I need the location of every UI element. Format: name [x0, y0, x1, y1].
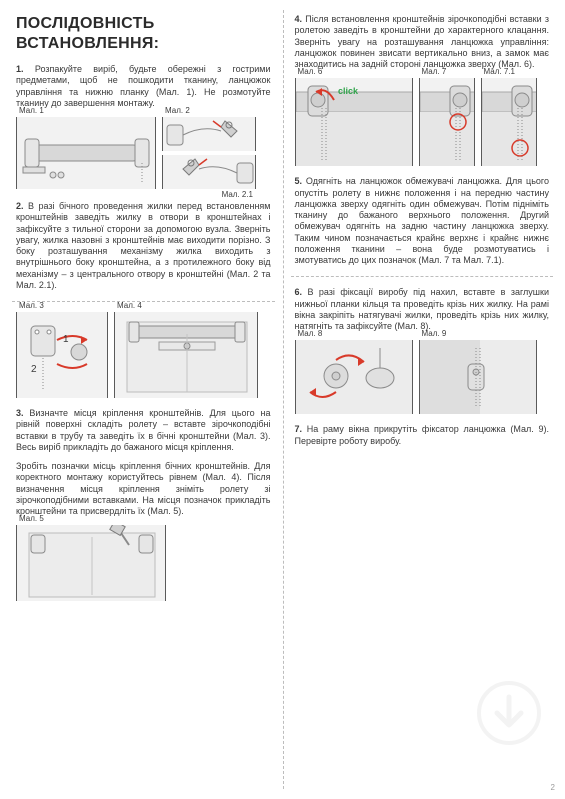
figrow-5: Мал. 5	[16, 525, 271, 601]
figrow-1-2: Мал. 1 Мал. 2	[16, 117, 271, 189]
figure-4: Мал. 4	[114, 312, 258, 398]
figure-9: Мал. 9	[419, 340, 537, 414]
step-5-text: 5. Одягніть на ланцюжок обмежувачі ланцю…	[295, 176, 550, 266]
watermark-icon	[477, 681, 541, 745]
figure-5-label: Мал. 5	[19, 514, 44, 524]
figure-6-label: Мал. 6	[298, 67, 323, 77]
vertical-divider	[283, 10, 284, 789]
figure-1-label: Мал. 1	[19, 106, 44, 116]
figure-2-1: Мал. 2.1	[162, 155, 256, 189]
figure-3: 2 1 Мал. 3	[16, 312, 108, 398]
step-5-body: Одягніть на ланцюжок обмежувачі ланцюжка…	[295, 176, 550, 265]
figure-7-label: Мал. 7	[422, 67, 447, 77]
step-3-text: 3. Визначте місця кріплення кронштейнів.…	[16, 408, 271, 453]
step-3b-text: Зробіть позначки місць кріплення бічних …	[16, 461, 271, 517]
figure-8-label: Мал. 8	[298, 329, 323, 339]
horizontal-divider-left	[12, 301, 275, 302]
figrow-6-7: click Мал. 6 Мал. 7	[295, 78, 550, 166]
step-6-body: В разі фіксації виробу під нахил, вставт…	[295, 287, 550, 331]
figure-7: Мал. 7	[419, 78, 475, 166]
step-6-text: 6. В разі фіксації виробу під нахил, вст…	[295, 287, 550, 332]
figure-6: click Мал. 6	[295, 78, 413, 166]
callout-1: 1	[63, 334, 69, 345]
page-title: ПОСЛІДОВНІСТЬ ВСТАНОВЛЕННЯ:	[16, 14, 271, 54]
step-2-body: В разі бічного проведення жилки перед вс…	[16, 201, 271, 290]
step-7-body: На раму вікна прикрутіть фіксатор ланцюж…	[295, 424, 550, 445]
figure-2: Мал. 2	[162, 117, 256, 151]
step-1-body: Розпакуйте виріб, будьте обережні з гост…	[16, 64, 271, 108]
figure-9-label: Мал. 9	[422, 329, 447, 339]
figure-2-label: Мал. 2	[165, 106, 190, 116]
figure-7-1: Мал. 7.1	[481, 78, 537, 166]
step-1-text: 1. Розпакуйте виріб, будьте обережні з г…	[16, 64, 271, 109]
step-4-body: Після встановлення кронштейнів зірочкопо…	[295, 14, 550, 69]
figrow-8-9: Мал. 8 Мал. 9	[295, 340, 550, 414]
step-7-text: 7. На раму вікна прикрутіть фіксатор лан…	[295, 424, 550, 447]
figure-3-label: Мал. 3	[19, 301, 44, 311]
callout-2: 2	[31, 364, 37, 375]
page-number: 2	[551, 783, 555, 793]
horizontal-divider-right	[291, 276, 554, 277]
figure-5: Мал. 5	[16, 525, 166, 601]
figure-1: Мал. 1	[16, 117, 156, 189]
step-2-text: 2. В разі бічного проведення жилки перед…	[16, 201, 271, 291]
step-3a-body: Визначте місця кріплення кронштейнів. Дл…	[16, 408, 271, 452]
figure-4-label: Мал. 4	[117, 301, 142, 311]
step-3b-body: Зробіть позначки місць кріплення бічних …	[16, 461, 271, 516]
step-4-text: 4. Після встановлення кронштейнів зірочк…	[295, 14, 550, 70]
click-label: click	[338, 86, 359, 96]
figure-8: Мал. 8	[295, 340, 413, 414]
figure-2-1-label: Мал. 2.1	[222, 190, 253, 200]
figure-7-1-label: Мал. 7.1	[484, 67, 515, 77]
figrow-3-4: 2 1 Мал. 3 Мал. 4	[16, 312, 271, 398]
